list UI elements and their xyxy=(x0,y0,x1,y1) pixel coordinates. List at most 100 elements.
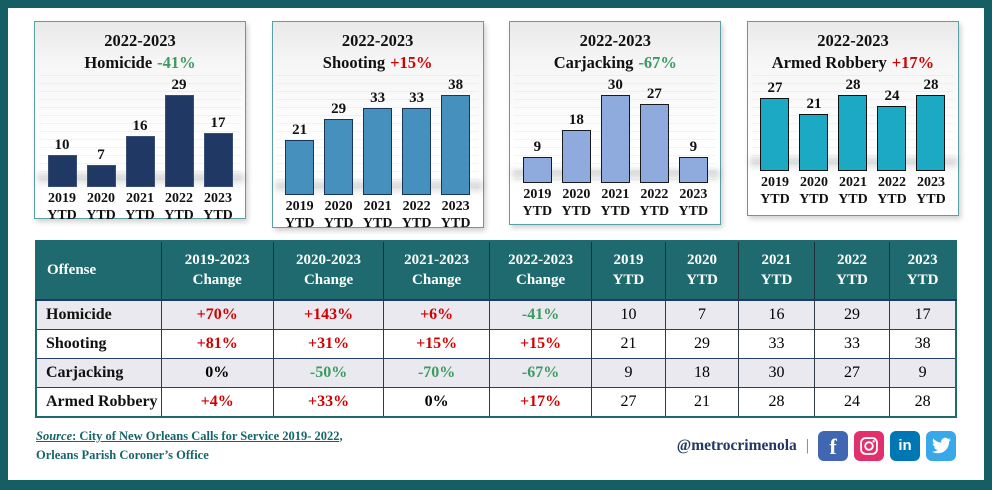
table-row: Carjacking 0% -50% -70% -67% 9 18 30 27 9 xyxy=(36,357,956,387)
bar-value-label: 21 xyxy=(806,95,822,112)
chart-title-years: 2022-2023 xyxy=(104,31,176,50)
table-header: Offense 2019-2023 Change 2020-2023 Change 202… xyxy=(36,241,956,301)
ytd-cell: 29 xyxy=(664,328,739,358)
x-tick-label: 2022 YTD xyxy=(877,174,907,208)
ytd-cell: 16 xyxy=(738,299,815,329)
x-tick-label: 2019 YTD xyxy=(47,190,77,224)
bar-2022-ytd xyxy=(877,105,907,171)
table-body: Homicide +70% +143% +6% -41% 10 7 16 29 17 Shootin… xyxy=(36,299,956,417)
x-tick-label: 2019 YTD xyxy=(522,186,553,220)
change-cell: -67% xyxy=(489,357,592,387)
bar-group-2022: 27 xyxy=(637,86,672,183)
bar-2023-ytd xyxy=(203,132,233,187)
bar-plot: 21 29 33 33 38 xyxy=(273,74,483,195)
bar-value-label: 18 xyxy=(568,111,584,128)
chart-title: 2022-2023 Homicide -41% xyxy=(35,30,245,75)
charts-row: 2022-2023 Homicide -41% 10 7 16 29 17 2019 YTD… xyxy=(8,8,984,232)
facebook-icon[interactable]: f xyxy=(818,430,848,461)
column-header: 2023 YTD xyxy=(889,241,956,301)
twitter-icon[interactable] xyxy=(926,430,956,461)
chart-title: 2022-2023 Armed Robbery +17% xyxy=(748,30,958,75)
x-axis-labels: 2019 YTD 2020 YTD 2021 YTD 2022 YTD 2023 YTD xyxy=(35,187,245,233)
bar-group-2019: 10 xyxy=(45,137,80,187)
bar-value-label: 33 xyxy=(370,89,386,106)
bar-group-2022: 24 xyxy=(874,88,909,171)
social-icons: f in xyxy=(818,430,956,461)
change-cell: -70% xyxy=(383,357,490,387)
chart-homicide: 2022-2023 Homicide -41% 10 7 16 29 17 2019 YTD… xyxy=(34,21,246,223)
column-header: 2020 YTD xyxy=(664,241,739,301)
bar-group-2020: 21 xyxy=(796,96,831,171)
ytd-cell: 38 xyxy=(889,328,956,358)
instagram-icon[interactable] xyxy=(854,430,884,461)
x-tick-label: 2023 YTD xyxy=(203,190,233,224)
x-tick-label: 2023 YTD xyxy=(916,174,946,208)
bar-plot: 10 7 16 29 17 xyxy=(35,74,245,187)
chart-title-years: 2022-2023 xyxy=(579,31,652,50)
bar-2022-ytd xyxy=(402,107,432,195)
chart-title: 2022-2023 Shooting +15% xyxy=(273,30,483,75)
x-tick-label: 2021 YTD xyxy=(838,174,868,208)
bar-value-label: 30 xyxy=(607,76,623,93)
offense-cell: Carjacking xyxy=(36,357,162,387)
bar-group-2021: 30 xyxy=(598,77,633,183)
chart-series-label: Homicide xyxy=(84,53,153,73)
column-header: 2022-2023 Change xyxy=(489,241,592,301)
bar-2019-ytd xyxy=(47,154,77,187)
change-cell: +143% xyxy=(272,299,384,329)
ytd-cell: 28 xyxy=(738,386,815,417)
column-header: Offense xyxy=(36,241,162,301)
change-cell: +15% xyxy=(383,328,490,358)
column-header: 2020-2023 Change xyxy=(272,241,384,301)
bar-value-label: 27 xyxy=(767,79,783,96)
change-cell: +33% xyxy=(272,386,384,417)
bar-value-label: 29 xyxy=(331,100,347,117)
change-cell: 0% xyxy=(383,386,490,417)
x-tick-label: 2019 YTD xyxy=(760,174,790,208)
ytd-cell: 9 xyxy=(591,357,666,387)
chart-title-years: 2022-2023 xyxy=(341,31,414,50)
bar-2021-ytd xyxy=(838,94,868,171)
bar-2023-ytd xyxy=(441,94,471,195)
source-link[interactable]: Source: City of New Orleans Calls for Se… xyxy=(36,427,343,446)
source-label: Source xyxy=(36,428,73,443)
change-cell: +31% xyxy=(272,328,384,358)
x-tick-label: 2022 YTD xyxy=(164,190,194,224)
x-tick-label: 2019 YTD xyxy=(284,198,315,232)
linkedin-icon[interactable]: in xyxy=(890,430,920,461)
chart-change-value: +15% xyxy=(390,53,433,73)
column-header: 2021-2023 Change xyxy=(383,241,490,301)
chart-carjacking: 2022-2023 Carjacking -67% 9 18 30 27 9 2019 YT… xyxy=(509,21,722,225)
separator: | xyxy=(805,436,809,454)
bar-value-label: 38 xyxy=(448,76,464,93)
social-handle[interactable]: @metrocrimenola xyxy=(676,436,797,454)
footer: Source: City of New Orleans Calls for Se… xyxy=(8,418,984,466)
bar-group-2022: 29 xyxy=(162,77,197,187)
change-cell: +15% xyxy=(489,328,592,358)
x-tick-label: 2020 YTD xyxy=(86,190,116,224)
bar-value-label: 27 xyxy=(646,85,662,102)
ytd-cell: 17 xyxy=(889,299,956,329)
bar-2022-ytd xyxy=(639,103,669,183)
bar-value-label: 24 xyxy=(884,87,900,104)
ytd-cell: 33 xyxy=(813,328,890,358)
bar-2021-ytd xyxy=(363,107,393,195)
bar-group-2021: 33 xyxy=(360,90,395,195)
column-header: 2021 YTD xyxy=(738,241,815,301)
x-tick-label: 2021 YTD xyxy=(362,198,393,232)
bar-group-2020: 7 xyxy=(84,147,119,187)
x-tick-label: 2022 YTD xyxy=(401,198,432,232)
ytd-cell: 27 xyxy=(591,386,666,417)
bar-group-2019: 21 xyxy=(282,122,317,195)
bar-plot: 9 18 30 27 9 xyxy=(510,74,720,183)
chart-change-value: +17% xyxy=(891,53,935,73)
bar-value-label: 33 xyxy=(409,89,425,106)
offense-cell: Shooting xyxy=(36,328,162,358)
bar-plot: 27 21 28 24 28 xyxy=(748,74,958,171)
x-axis-labels: 2019 YTD 2020 YTD 2021 YTD 2022 YTD 2023 YTD xyxy=(510,183,720,229)
bar-group-2023: 9 xyxy=(676,139,711,183)
x-axis-labels: 2019 YTD 2020 YTD 2021 YTD 2022 YTD 2023 YTD xyxy=(748,171,958,217)
bar-value-label: 29 xyxy=(171,76,187,93)
bar-value-label: 9 xyxy=(533,138,542,155)
